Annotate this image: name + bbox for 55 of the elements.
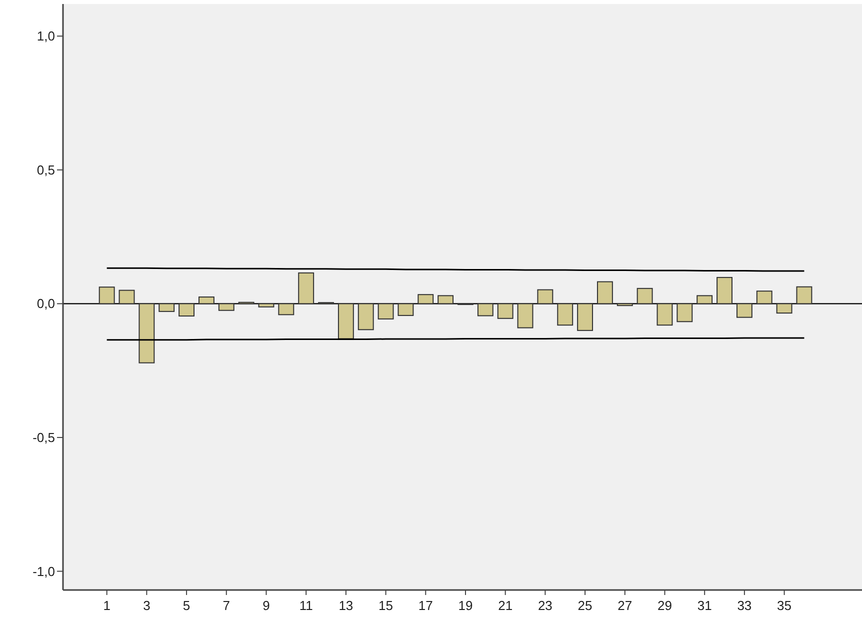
bar [158,303,175,312]
x-tick-label: 17 [418,598,433,613]
bar [537,289,554,304]
bar [98,286,115,304]
x-tick-label: 11 [299,598,313,613]
bar [118,290,135,304]
x-tick-label: 5 [182,598,190,613]
y-tick-label: -1,0 [32,564,55,579]
bar [696,295,713,304]
y-tick-label: 0,0 [36,296,55,312]
bar [258,303,274,308]
x-tick-label: 33 [737,598,752,613]
bar [636,288,653,304]
bar [418,294,434,304]
bar [557,303,574,326]
bar [138,303,155,364]
x-tick-label: 25 [578,598,592,613]
y-tick-label: 0,5 [36,162,55,178]
bar [656,303,673,326]
x-tick-label: 15 [378,598,394,613]
bar [278,303,294,316]
x-tick-label: 3 [143,598,150,613]
y-tick-label: -0,5 [32,430,55,446]
x-tick-label: 27 [618,598,632,613]
bar [756,290,772,304]
x-tick-label: 7 [222,598,230,613]
x-tick-label: 1 [103,598,110,613]
bar [178,303,195,316]
bar [497,303,514,319]
bar [517,303,534,328]
bar [198,296,214,304]
x-tick-label: 9 [262,598,270,613]
bar [736,303,752,318]
bar [796,286,812,304]
bar [716,276,732,304]
bar [577,303,594,331]
bar [358,303,374,330]
y-tick-label: 1,0 [36,28,55,44]
x-tick-label: 35 [777,598,792,613]
bar [338,303,354,340]
x-tick-label: 23 [538,598,552,613]
bar [477,303,494,316]
x-tick-label: 19 [458,598,473,613]
x-tick-label: 21 [498,598,513,613]
x-tick-label: 31 [697,598,712,613]
bar [298,272,314,304]
bar [398,303,414,316]
x-tick-label: 13 [338,598,354,613]
bar [438,295,454,304]
bar [378,303,394,320]
bar [596,281,613,304]
bar [676,303,693,322]
bar [776,303,792,314]
x-tick-label: 29 [658,598,672,613]
bar [218,303,234,311]
